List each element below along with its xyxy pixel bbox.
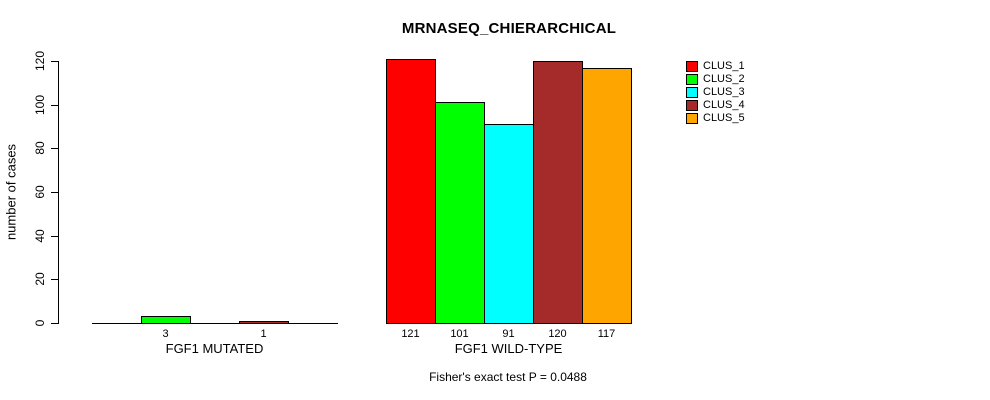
legend-label: CLUS_1 <box>703 60 745 72</box>
chart-title: MRNASEQ_CHIERARCHICAL <box>401 20 617 37</box>
y-tick-label: 120 <box>33 50 47 72</box>
legend-label: CLUS_4 <box>703 99 745 111</box>
y-tick-mark <box>51 192 58 193</box>
x-group-label: FGF1 MUTATED <box>165 341 264 356</box>
legend-label: CLUS_5 <box>703 112 745 124</box>
bar-clus-5-fgf1-mutated-zero <box>288 323 338 324</box>
legend-swatch-icon <box>686 113 698 124</box>
y-tick-label: 40 <box>33 228 47 243</box>
y-tick-mark <box>51 279 58 281</box>
y-tick-mark <box>51 235 58 237</box>
bar-clus-5-fgf1-wild-type <box>582 68 632 324</box>
bar-clus-4-fgf1-mutated <box>239 321 289 324</box>
y-tick-label: 100 <box>33 94 47 115</box>
legend-swatch-icon <box>686 61 698 72</box>
legend-row: CLUS_5 <box>686 112 745 125</box>
y-tick-mark <box>51 61 58 62</box>
bar-clus-4-fgf1-wild-type <box>533 61 583 324</box>
y-axis-line <box>58 61 59 324</box>
bar-clus-3-fgf1-wild-type <box>484 124 534 324</box>
y-tick-label: 80 <box>33 141 47 156</box>
bar-clus-1-fgf1-wild-type <box>386 59 436 324</box>
y-tick-label: 0 <box>33 319 47 327</box>
legend-row: CLUS_2 <box>686 73 745 86</box>
legend-row: CLUS_1 <box>686 60 745 73</box>
legend-row: CLUS_4 <box>686 99 745 112</box>
y-tick-label: 20 <box>33 272 47 287</box>
bar-value-label: 91 <box>502 328 515 340</box>
y-tick-mark <box>51 323 58 324</box>
legend-swatch-icon <box>686 74 698 85</box>
bar-value-label: 3 <box>162 328 169 340</box>
y-tick-mark <box>51 148 58 150</box>
bar-clus-3-fgf1-mutated-zero <box>190 323 240 324</box>
bar-value-label: 1 <box>260 328 267 340</box>
legend-swatch-icon <box>686 100 698 111</box>
bar-value-label: 121 <box>401 328 420 340</box>
bar-clus-2-fgf1-wild-type <box>435 102 485 324</box>
x-group-label: FGF1 WILD-TYPE <box>454 341 563 356</box>
y-tick-label: 60 <box>33 185 47 199</box>
legend-row: CLUS_3 <box>686 86 745 99</box>
y-tick-mark <box>51 104 58 106</box>
bar-value-label: 101 <box>450 328 469 340</box>
bar-clus-1-fgf1-mutated-zero <box>92 323 142 324</box>
annotation-text: Fisher's exact test P = 0.0488 <box>429 370 587 384</box>
legend-swatch-icon <box>686 87 698 98</box>
bar-clus-2-fgf1-mutated <box>141 316 191 324</box>
legend-label: CLUS_3 <box>703 86 745 98</box>
legend-label: CLUS_2 <box>703 73 745 85</box>
legend: CLUS_1 CLUS_2 CLUS_3 CLUS_4 CLUS_5 <box>686 60 745 125</box>
bar-value-label: 117 <box>597 328 616 340</box>
bar-value-label: 120 <box>548 328 567 340</box>
